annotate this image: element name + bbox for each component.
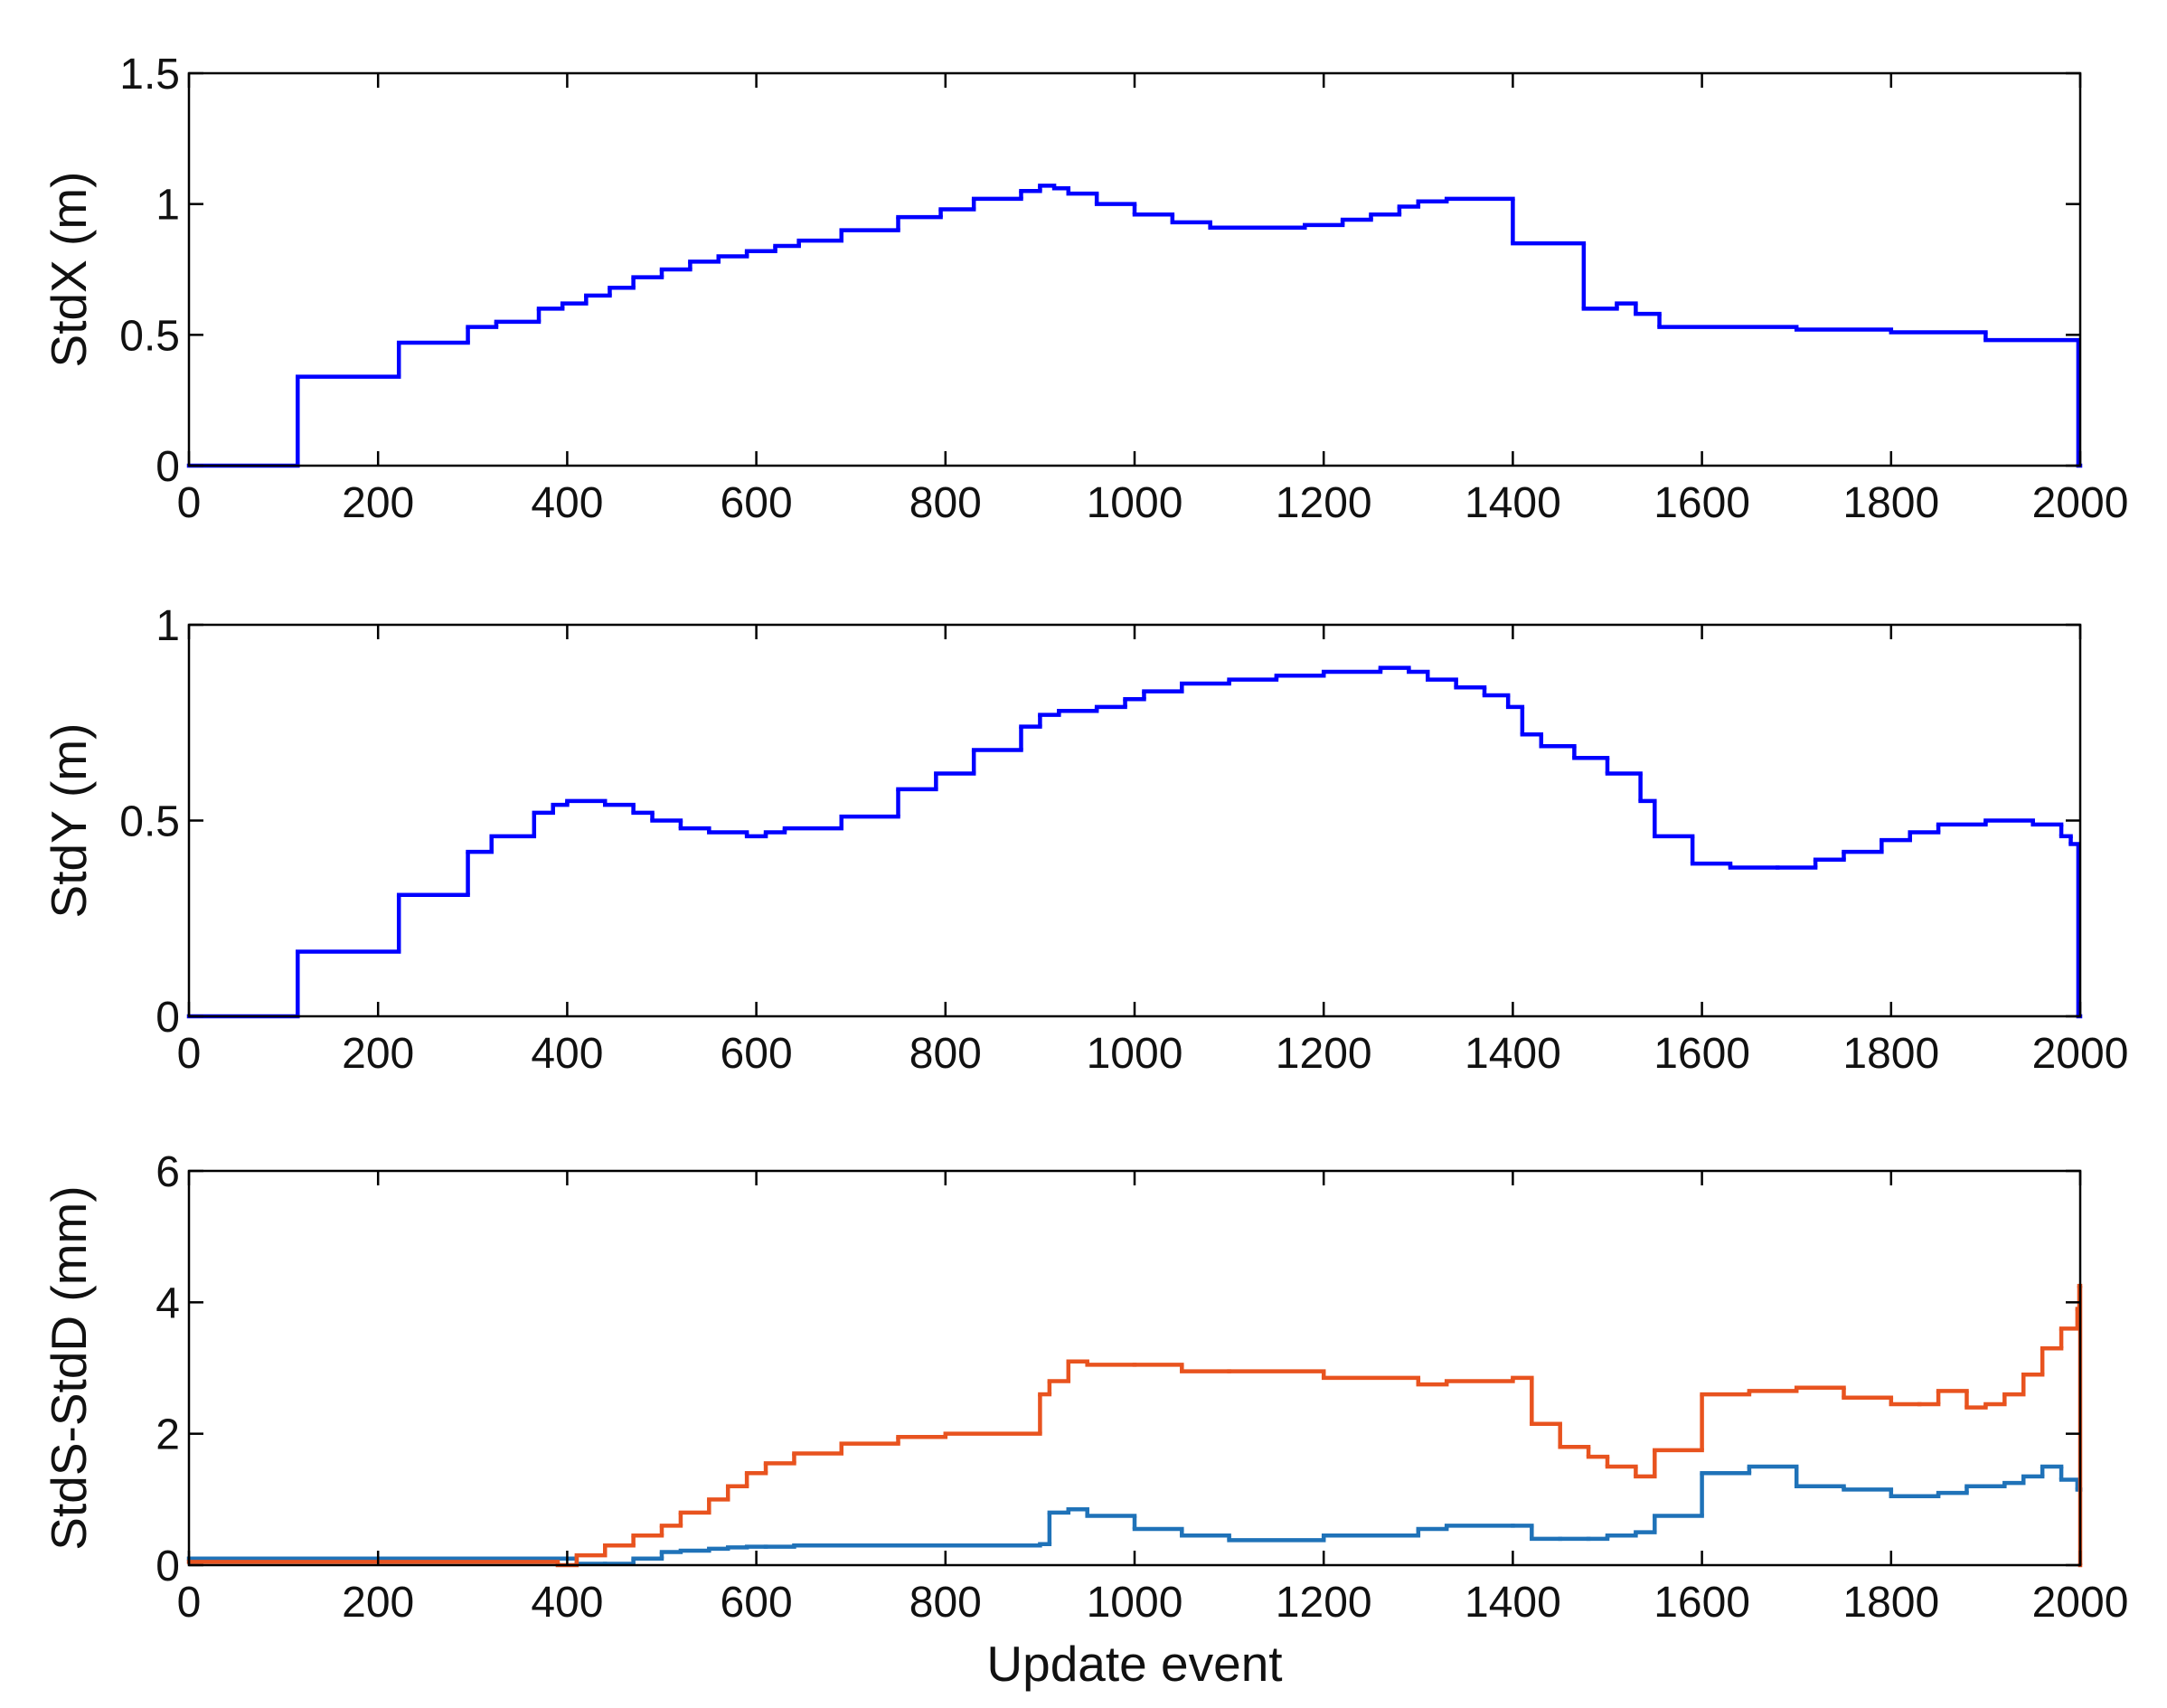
x-tick-label: 1200 xyxy=(1276,1030,1372,1078)
x-tick-label: 200 xyxy=(342,1579,414,1627)
y-tick-label: 1 xyxy=(155,182,180,230)
x-tick-label: 1400 xyxy=(1465,1579,1561,1627)
x-tick-label: 1400 xyxy=(1465,479,1561,527)
x-tick-label: 0 xyxy=(177,1579,202,1627)
x-tick-label: 0 xyxy=(177,479,202,527)
x-tick-label: 1400 xyxy=(1465,1030,1561,1078)
y-axis-label: StdX (m) xyxy=(41,172,97,368)
x-tick-label: 1200 xyxy=(1276,479,1372,527)
x-tick-label: 800 xyxy=(909,1579,982,1627)
y-tick-label: 1 xyxy=(155,602,180,650)
x-tick-label: 1600 xyxy=(1654,1030,1750,1078)
axes-box xyxy=(187,1169,2082,1567)
x-tick-label: 0 xyxy=(177,1030,202,1078)
x-tick-label: 1200 xyxy=(1276,1579,1372,1627)
x-tick-label: 600 xyxy=(721,1579,793,1627)
x-tick-label: 600 xyxy=(721,1030,793,1078)
series xyxy=(186,184,2083,468)
axes-box xyxy=(187,623,2082,1018)
x-tick-label: 600 xyxy=(721,479,793,527)
y-tick-label: 0 xyxy=(155,1543,180,1590)
y-axis-label: StdS-StdD (mm) xyxy=(41,1185,97,1550)
x-tick-label: 800 xyxy=(909,479,982,527)
x-tick-label: 2000 xyxy=(2032,479,2129,527)
x-tick-label: 1600 xyxy=(1654,1579,1750,1627)
y-tick-label: 0 xyxy=(155,443,180,491)
y-tick-label: 0.5 xyxy=(119,312,180,360)
y-tick-label: 6 xyxy=(155,1148,180,1196)
series xyxy=(186,1464,2083,1566)
y-tick-label: 2 xyxy=(155,1411,180,1459)
x-tick-label: 200 xyxy=(342,479,414,527)
x-tick-label: 1000 xyxy=(1087,1030,1183,1078)
x-tick-label: 1600 xyxy=(1654,479,1750,527)
x-axis-label: Update event xyxy=(986,1636,1282,1692)
x-tick-label: 2000 xyxy=(2032,1579,2129,1627)
y-tick-label: 1.5 xyxy=(119,51,180,99)
y-tick-label: 4 xyxy=(155,1279,180,1327)
x-tick-label: 200 xyxy=(342,1030,414,1078)
x-tick-label: 800 xyxy=(909,1030,982,1078)
series xyxy=(186,665,2083,1019)
x-tick-label: 400 xyxy=(531,1030,603,1078)
x-tick-label: 2000 xyxy=(2032,1030,2129,1078)
y-tick-label: 0.5 xyxy=(119,798,180,846)
x-tick-label: 400 xyxy=(531,1579,603,1627)
x-tick-label: 1800 xyxy=(1842,479,1939,527)
x-tick-label: 1800 xyxy=(1842,1579,1939,1627)
y-tick-label: 0 xyxy=(155,994,180,1042)
x-tick-label: 1000 xyxy=(1087,479,1183,527)
x-tick-label: 400 xyxy=(531,479,603,527)
y-axis-label: StdY (m) xyxy=(41,723,97,919)
x-tick-label: 1800 xyxy=(1842,1030,1939,1078)
x-tick-label: 1000 xyxy=(1087,1579,1183,1627)
axes-box xyxy=(187,71,2082,467)
